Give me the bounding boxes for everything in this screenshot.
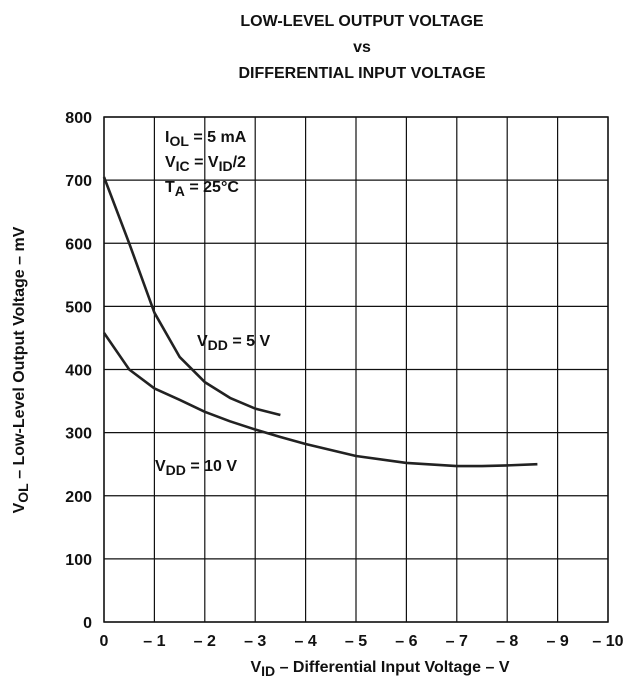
x-tick-label: – 8	[496, 633, 518, 650]
annotation: TA = 25°C	[165, 179, 239, 199]
subscript: IC	[176, 158, 190, 174]
text-part: – Differential Input Voltage – V	[275, 659, 510, 676]
subscript: A	[175, 183, 185, 199]
text-part: = 5 V	[228, 333, 271, 350]
x-tick-label: – 6	[395, 633, 417, 650]
x-tick-label: – 5	[345, 633, 367, 650]
series-label: VDD = 10 V	[155, 458, 237, 478]
y-tick-label: 300	[65, 426, 92, 443]
chart-title: vs	[353, 39, 371, 56]
text-part: V	[250, 659, 261, 676]
y-tick-label: 800	[65, 110, 92, 127]
text-part: T	[165, 179, 175, 196]
text-part: /2	[233, 154, 246, 171]
plot-border	[103, 116, 609, 623]
subscript: DD	[166, 462, 186, 478]
x-tick-label: – 3	[244, 633, 266, 650]
y-tick-label: 0	[83, 615, 92, 632]
x-tick-label: 0	[100, 633, 109, 650]
text-part: = V	[190, 154, 219, 171]
subscript: OL	[169, 133, 189, 149]
text-part: V	[165, 154, 176, 171]
y-tick-label: 600	[65, 236, 92, 253]
y-tick-label: 100	[65, 552, 92, 569]
x-tick-label: – 7	[446, 633, 468, 650]
series-line	[102, 176, 281, 417]
series-line	[102, 332, 538, 468]
y-tick-label: 700	[65, 173, 92, 190]
subscript: DD	[208, 337, 228, 353]
y-tick-label: 400	[65, 363, 92, 380]
text-part: V	[197, 333, 208, 350]
y-axis-label: VOL – Low-Level Output Voltage – mV	[11, 226, 31, 513]
text-part: V	[11, 502, 28, 513]
text-part: = 25°C	[185, 179, 239, 196]
text-part: – Low-Level Output Voltage – mV	[11, 226, 28, 483]
text-part: = 5 mA	[189, 129, 247, 146]
x-tick-label: – 9	[546, 633, 568, 650]
subscript: ID	[219, 158, 233, 174]
series-label: VDD = 5 V	[197, 333, 270, 353]
y-tick-label: 200	[65, 489, 92, 506]
x-tick-label: – 1	[143, 633, 165, 650]
chart-title: DIFFERENTIAL INPUT VOLTAGE	[238, 65, 485, 82]
chart-title: LOW-LEVEL OUTPUT VOLTAGE	[240, 13, 484, 30]
subscript: ID	[261, 663, 275, 679]
annotation: IOL = 5 mA	[165, 129, 247, 149]
subscript: OL	[15, 483, 31, 503]
text-part: I	[165, 129, 169, 146]
x-tick-label: – 4	[294, 633, 316, 650]
annotation: VIC = VID/2	[165, 154, 246, 174]
x-tick-label: – 2	[194, 633, 216, 650]
text-part: V	[155, 458, 166, 475]
x-axis-label: VID – Differential Input Voltage – V	[250, 659, 509, 679]
x-tick-label: – 10	[592, 633, 623, 650]
y-tick-label: 500	[65, 299, 92, 316]
text-part: = 10 V	[186, 458, 237, 475]
